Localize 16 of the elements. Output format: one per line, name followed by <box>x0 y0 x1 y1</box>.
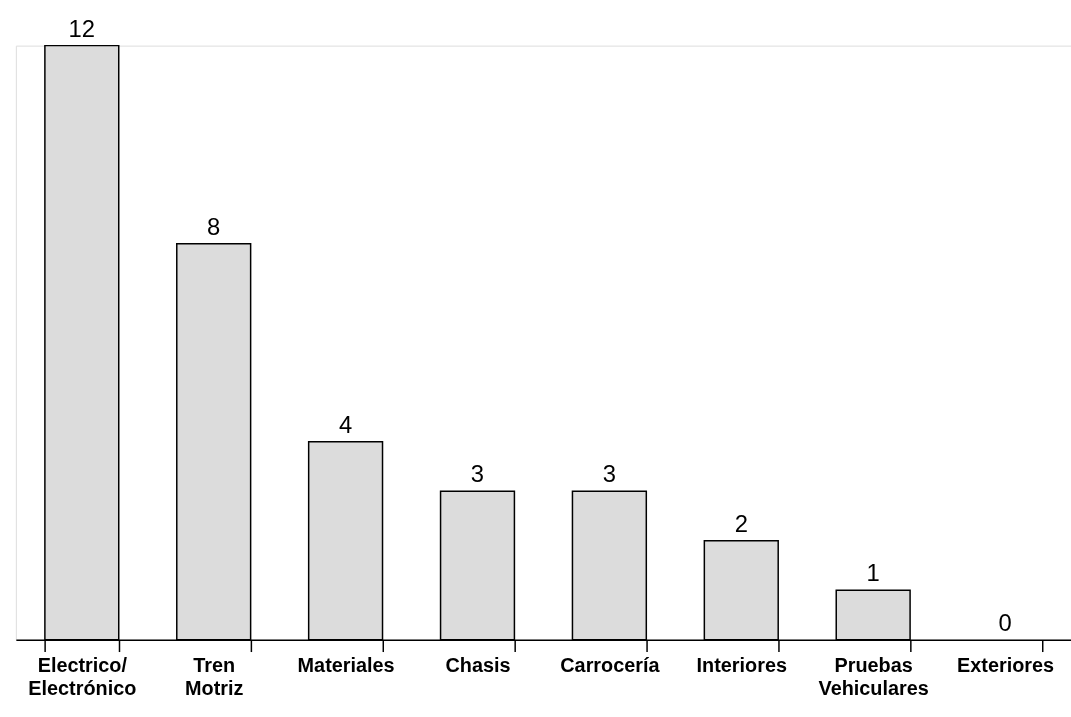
data-label: 12 <box>68 14 96 42</box>
x-tick-label: Exteriores <box>957 653 1055 676</box>
x-tick-label: Materiales <box>297 653 395 676</box>
x-tick-label: Pruebas Vehiculares <box>818 653 929 699</box>
x-tick-label: Tren Motriz <box>185 653 244 699</box>
data-label: 1 <box>866 559 880 587</box>
data-label: 2 <box>734 509 748 537</box>
data-label: 8 <box>207 212 221 240</box>
data-label: 3 <box>602 460 616 488</box>
data-label: 0 <box>998 608 1012 636</box>
data-label: 4 <box>338 410 353 438</box>
x-tick-label: Carrocería <box>560 653 661 676</box>
x-tick-label: Electrico/ Electrónico <box>28 653 137 699</box>
data-label: 3 <box>470 460 485 488</box>
x-tick-label: Interiores <box>696 653 787 676</box>
x-tick-label: Chasis <box>445 653 511 676</box>
